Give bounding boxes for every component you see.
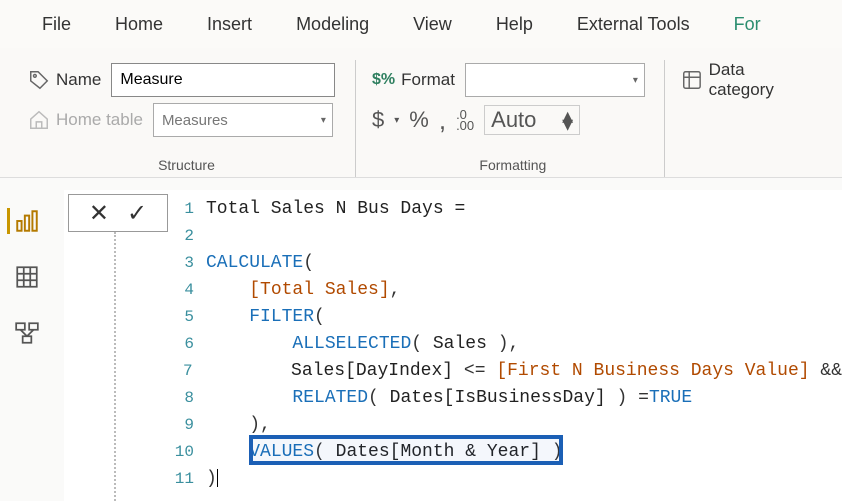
code-line[interactable]: 8 RELATED( Dates[IsBusinessDay] ) =TRUE — [174, 385, 842, 412]
dax-editor[interactable]: 1Total Sales N Bus Days =23CALCULATE(4 [… — [174, 190, 842, 501]
currency-button[interactable]: $ — [372, 107, 384, 133]
menu-modeling[interactable]: Modeling — [274, 4, 391, 45]
code-line[interactable]: 6 ALLSELECTED( Sales ), — [174, 331, 842, 358]
format-combo[interactable]: ▾ — [465, 63, 645, 97]
code-content[interactable]: ) — [206, 466, 218, 493]
line-number: 6 — [174, 331, 206, 358]
data-category-label-text: Data category — [709, 60, 814, 100]
menu-help[interactable]: Help — [474, 4, 555, 45]
cancel-formula-button[interactable]: ✕ — [89, 199, 109, 228]
tag-icon — [28, 69, 50, 91]
code-line[interactable]: 2 — [174, 223, 842, 250]
menu-file[interactable]: File — [20, 4, 93, 45]
spinner-arrows-icon: ▴▾ — [562, 112, 573, 128]
menu-insert[interactable]: Insert — [185, 4, 274, 45]
line-number: 9 — [174, 412, 206, 439]
home-icon — [28, 109, 50, 131]
home-table-label: Home table — [28, 109, 143, 131]
line-number: 3 — [174, 250, 206, 277]
ribbon: Name Home table Measures ▾ Structure $% … — [0, 48, 842, 178]
line-number: 10 — [174, 439, 206, 466]
ribbon-group-structure: Name Home table Measures ▾ Structure — [18, 60, 356, 177]
formula-confirm-box: ✕ ✓ — [68, 194, 168, 232]
line-number: 4 — [174, 277, 206, 304]
ribbon-group-properties: Data category — [671, 60, 824, 177]
measure-name-input[interactable] — [111, 63, 335, 97]
code-content[interactable]: RELATED( Dates[IsBusinessDay] ) =TRUE — [206, 385, 692, 412]
code-content[interactable]: [Total Sales], — [206, 277, 400, 304]
line-number: 2 — [174, 223, 206, 250]
code-line[interactable]: 10 VALUES( Dates[Month & Year] ) — [174, 439, 842, 466]
view-rail — [0, 190, 52, 346]
line-number: 1 — [174, 196, 206, 223]
data-view-icon[interactable] — [14, 264, 40, 290]
report-view-icon[interactable] — [7, 208, 33, 234]
name-label-text: Name — [56, 70, 101, 90]
name-label: Name — [28, 69, 101, 91]
menu-external-tools[interactable]: External Tools — [555, 4, 712, 45]
code-content[interactable]: Total Sales N Bus Days = — [206, 196, 465, 223]
home-table-value: Measures — [162, 112, 228, 129]
code-content[interactable]: ALLSELECTED( Sales ), — [206, 331, 519, 358]
menu-home[interactable]: Home — [93, 4, 185, 45]
code-line[interactable]: 4 [Total Sales], — [174, 277, 842, 304]
code-line[interactable]: 7 Sales[DayIndex] <= [First N Business D… — [174, 358, 842, 385]
currency-dropdown-icon[interactable]: ▾ — [394, 115, 399, 126]
code-content[interactable]: CALCULATE( — [206, 250, 314, 277]
thousands-button[interactable]: , — [439, 105, 446, 136]
code-line[interactable]: 5 FILTER( — [174, 304, 842, 331]
code-line[interactable]: 3CALCULATE( — [174, 250, 842, 277]
formula-bar: ✕ ✓ 1Total Sales N Bus Days =23CALCULATE… — [64, 190, 842, 501]
code-content[interactable]: FILTER( — [206, 304, 325, 331]
ribbon-group-formatting: $% Format ▾ $ ▾ % , .0.00 Auto ▴▾ Format… — [362, 60, 665, 177]
auto-label: Auto — [491, 107, 536, 133]
line-number: 11 — [174, 466, 206, 493]
code-content[interactable]: ), — [206, 412, 271, 439]
formatting-group-label: Formatting — [362, 157, 664, 173]
chevron-down-icon: ▾ — [633, 75, 638, 86]
code-content[interactable]: Sales[DayIndex] <= [First N Business Day… — [205, 358, 842, 385]
category-icon — [681, 69, 703, 91]
menu-view[interactable]: View — [391, 4, 474, 45]
format-label-text: Format — [401, 70, 455, 90]
code-content[interactable]: VALUES( Dates[Month & Year] ) — [206, 439, 563, 466]
data-category-label: Data category — [681, 60, 814, 100]
format-icon: $% — [372, 71, 395, 89]
code-line[interactable]: 11) — [174, 466, 842, 493]
chevron-down-icon: ▾ — [321, 115, 326, 126]
decimal-button[interactable]: .0.00 — [456, 109, 474, 131]
model-view-icon[interactable] — [14, 320, 40, 346]
format-label: $% Format — [372, 70, 455, 90]
line-number: 5 — [174, 304, 206, 331]
home-table-combo[interactable]: Measures ▾ — [153, 103, 333, 137]
commit-formula-button[interactable]: ✓ — [127, 199, 147, 228]
code-line[interactable]: 1Total Sales N Bus Days = — [174, 196, 842, 223]
menu-bar: File Home Insert Modeling View Help Exte… — [0, 0, 842, 48]
code-line[interactable]: 9 ), — [174, 412, 842, 439]
structure-group-label: Structure — [18, 157, 355, 173]
percent-button[interactable]: % — [409, 107, 429, 133]
line-number: 8 — [174, 385, 206, 412]
home-table-label-text: Home table — [56, 110, 143, 130]
decimal-places-spinner[interactable]: Auto ▴▾ — [484, 105, 580, 135]
line-number: 7 — [174, 358, 205, 385]
menu-format-tab[interactable]: For — [712, 4, 783, 45]
